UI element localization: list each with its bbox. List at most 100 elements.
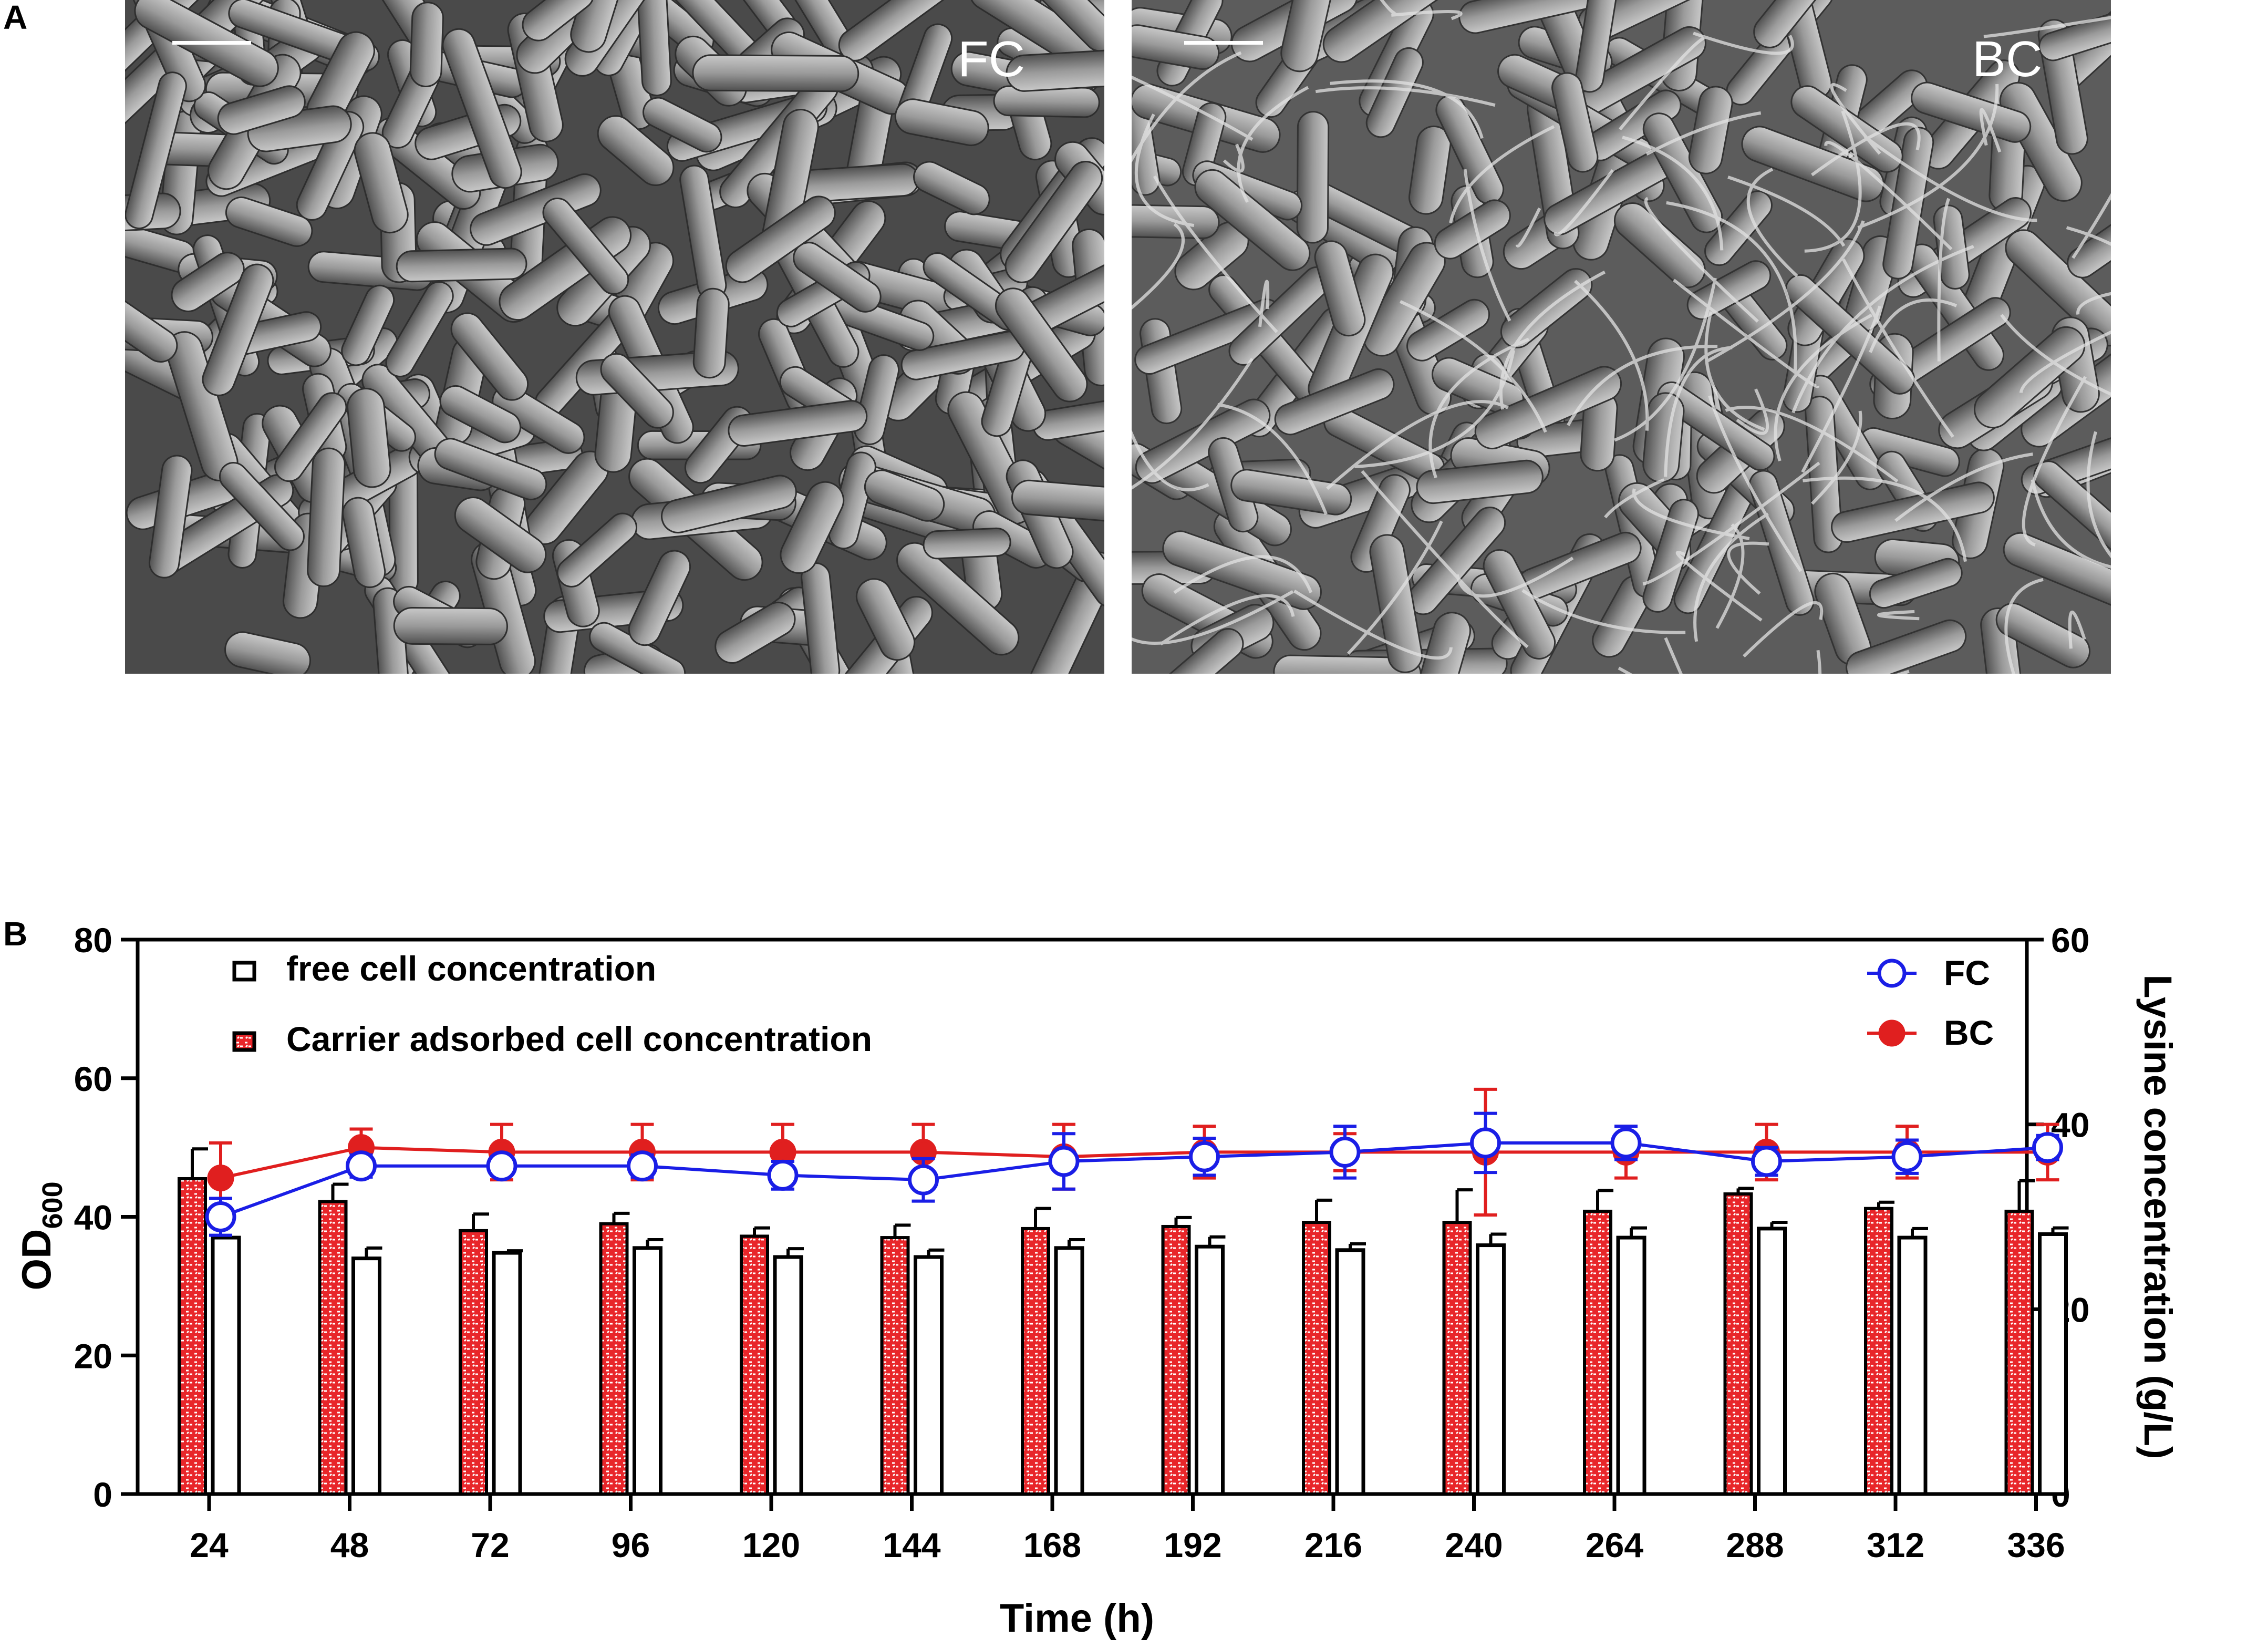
fc-line	[220, 1141, 2048, 1219]
bacterium-rod	[855, 578, 916, 661]
sem-label-fc: FC	[958, 31, 1025, 87]
bacterium-rod	[1274, 368, 1395, 436]
x-tick-label: 192	[1164, 1526, 1221, 1564]
matrix-fiber	[1391, 10, 1463, 20]
matrix-fiber	[1153, 175, 1278, 333]
bacterium-rod	[454, 497, 547, 573]
bacterium-rod	[1831, 481, 1995, 543]
free-bar	[633, 1246, 662, 1496]
matrix-fiber	[1693, 32, 1794, 55]
x-tick-label: 24	[190, 1526, 229, 1564]
bacterium-rod	[1882, 127, 1934, 280]
bacterium-rod	[354, 132, 409, 234]
y2-tick-label: 60	[2051, 921, 2089, 960]
carrier-bar	[318, 1200, 348, 1496]
bacterium-rod	[2033, 460, 2111, 572]
sem-image-fc: FC	[125, 0, 1104, 674]
x-tick-label: 48	[330, 1526, 369, 1564]
carrier-bar	[1021, 1227, 1050, 1496]
lines	[205, 1087, 2063, 1237]
matrix-fiber	[2072, 193, 2111, 259]
bacterium-rod	[864, 469, 945, 522]
matrix-fiber	[1803, 476, 1967, 562]
bacterium-rod	[125, 283, 178, 363]
matrix-fiber	[1666, 201, 1797, 374]
x-tick-label: 336	[2007, 1526, 2065, 1564]
matrix-fiber	[2022, 376, 2087, 547]
legend-label-free: free cell concentration	[286, 949, 656, 988]
free-bar	[1335, 1248, 1365, 1496]
bacterium-rod	[1656, 381, 1775, 471]
carrier-bar	[1442, 1221, 1472, 1496]
scale-bar	[172, 41, 251, 45]
bacterium-rod	[1753, 0, 1823, 48]
bacterium-rod	[1420, 612, 1471, 674]
matrix-fiber	[1869, 298, 1958, 353]
x-tick-label: 72	[471, 1526, 509, 1564]
matrix-fiber	[1632, 488, 1750, 540]
bacterium-rod	[1006, 49, 1104, 92]
matrix-fiber	[1704, 311, 1765, 431]
legend-marker-bc	[1878, 1019, 1905, 1047]
matrix-fiber	[1705, 220, 1865, 364]
x-tick-label: 240	[1445, 1526, 1503, 1564]
bacterium-rod	[597, 115, 675, 186]
bacterium-rod	[1280, 0, 1335, 73]
bacterium-rod	[393, 607, 508, 645]
free-bar	[1897, 1235, 1928, 1496]
bacterium-rod	[434, 438, 547, 501]
matrix-fiber	[1400, 300, 1547, 433]
matrix-fiber	[1811, 122, 1921, 177]
bacterium-rod	[1575, 0, 1624, 93]
matrix-fiber	[2031, 479, 2111, 569]
matrix-fiber	[1863, 135, 2037, 222]
matrix-fiber	[1693, 512, 1769, 642]
bacterium-rod	[1785, 274, 1915, 395]
matrix-fiber	[1791, 245, 1974, 414]
matrix-fiber	[1857, 84, 1999, 230]
free-bar	[1616, 1235, 1646, 1496]
bacterium-rod	[556, 512, 638, 588]
legend-swatch-free	[232, 961, 256, 982]
matrix-fiber	[1736, 388, 1769, 435]
matrix-fiber	[1725, 406, 1899, 483]
fc-point	[346, 1150, 377, 1182]
bacterium-rod	[1869, 558, 1963, 609]
bacterium-rod	[1406, 298, 1490, 362]
matrix-fiber	[1428, 337, 1530, 479]
fc-point	[205, 1201, 236, 1232]
bacterium-rod	[1350, 474, 1411, 573]
bacterium-rod	[1296, 111, 1330, 244]
matrix-fiber	[1715, 523, 1745, 629]
x-tick-label: 216	[1304, 1526, 1362, 1564]
x-tick-label: 168	[1023, 1526, 1081, 1564]
matrix-fiber	[1645, 111, 1762, 156]
bacterium-rod	[913, 161, 990, 215]
y-tick-label: 60	[74, 1059, 112, 1098]
carrier-bar	[599, 1222, 629, 1496]
bacterium-rod	[692, 287, 730, 379]
fc-point	[767, 1159, 799, 1191]
y2-axis-label: Lysine concentration (g/L)	[2136, 974, 2180, 1459]
matrix-fiber	[1743, 601, 1824, 658]
fc-point	[1329, 1136, 1361, 1168]
bacterium-rod	[134, 0, 279, 87]
bars	[178, 1147, 2069, 1496]
y-axis-label: OD600	[13, 1181, 68, 1290]
carrier-bar	[178, 1177, 207, 1496]
matrix-fiber	[1132, 429, 1209, 491]
fc-point	[1751, 1146, 1782, 1177]
matrix-fiber	[1159, 594, 1295, 646]
matrix-fiber	[1801, 305, 1882, 473]
y-tick-label: 80	[74, 921, 112, 960]
matrix-fiber	[1614, 277, 1717, 442]
bacterium-rod	[1688, 86, 1733, 174]
bacterium-rod	[1408, 125, 1452, 215]
x-axis-label: Time (h)	[1000, 1596, 1154, 1641]
free-bar	[914, 1255, 944, 1496]
bacterium-rod	[1011, 479, 1104, 526]
bc-point	[207, 1165, 234, 1192]
bacterium-rod	[1790, 85, 1903, 173]
legend-marker-fc	[1877, 959, 1907, 988]
carrier-bar	[1161, 1224, 1191, 1496]
